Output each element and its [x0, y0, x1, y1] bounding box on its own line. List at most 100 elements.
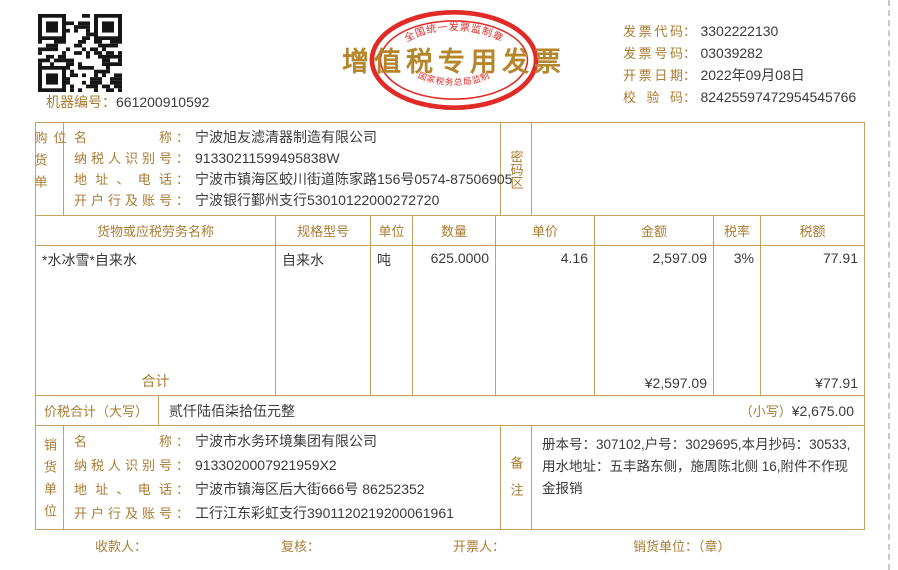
colon: ：: [683, 90, 697, 105]
machine-number-colon: ：: [102, 94, 116, 110]
buyer-bank-value: 宁波银行鄞州支行53010122000272720: [195, 192, 440, 208]
qr-code: [38, 14, 122, 92]
buyer-side-label: 购货单位: [33, 123, 67, 215]
col-header-goods-name: 货物或应税劳务名称: [36, 216, 276, 245]
items-table-body: *水冰雪*自来水 合计 自来水 吨 625.0000 4.16 2,597.09…: [36, 246, 864, 396]
seller-bank-row: 开户行及账号： 工行江东彩虹支行3901120219200061961: [74, 505, 490, 522]
grand-total-row: 价税合计（大写） 贰仟陆佰柒拾伍元整 （小写）¥2,675.00: [36, 396, 864, 426]
tax-supervision-stamp-icon: 全国统一发票监制章 国家税务总局监制: [369, 9, 539, 111]
invoice-title: 增值税专用发票: [342, 47, 566, 77]
col-header-spec: 规格型号: [276, 216, 371, 245]
remarks-text: 册本号：307102,户号：3029695,本月抄码：30533,用水地址：五丰…: [542, 437, 851, 496]
buyer-bank-label: 开户行及账号: [74, 193, 172, 208]
seller-taxid-value: 9133020007921959X2: [195, 457, 337, 474]
total-row-label: 合计: [141, 373, 170, 389]
invoice-date-row: 开票日期： 2022年09月08日: [623, 64, 856, 86]
colon: ：: [176, 172, 190, 187]
small-figures-value: ¥2,675.00: [791, 403, 854, 419]
seller-address-value: 宁波市镇海区后大街666号 86252352: [195, 480, 425, 497]
item-name: *水冰雪*自来水: [42, 252, 137, 268]
invoice-body: 购货单位 名称：宁波旭友滤清器制造有限公司 纳税人识别号： 91330211599…: [33, 122, 865, 530]
invoice-code-value: 3302222130: [700, 23, 779, 39]
col-header-unit-price: 单价: [496, 216, 595, 245]
items-table-header: 货物或应税劳务名称 规格型号 单位 数量 单价 金额 税率 税额: [36, 216, 864, 246]
buyer-name-row: 名称 ： 宁波旭友滤清器制造有限公司: [74, 129, 490, 146]
seller-seal-label: 销货单位：（章）: [633, 539, 731, 554]
small-figures-label: （小写）: [739, 404, 792, 419]
buyer-taxid-row: 纳税人识别号 ： 91330211599495838W: [74, 150, 490, 167]
item-amount: 2,597.09: [652, 250, 708, 266]
cell-spec: 自来水: [276, 246, 371, 395]
grand-total-label: 价税合计（大写）: [36, 396, 159, 425]
buyer-taxid-label: 纳税人识别号: [74, 151, 172, 166]
item-unit-price: 4.16: [560, 250, 588, 266]
cell-goods-name: *水冰雪*自来水 合计: [36, 246, 276, 395]
colon: ：: [176, 193, 190, 208]
check-code-row: 校验码： 82425597472954545766: [623, 86, 856, 108]
buyer-name-value: 宁波旭友滤清器制造有限公司: [195, 129, 378, 145]
item-unit: 吨: [377, 252, 391, 268]
buyer-details: 名称 ： 宁波旭友滤清器制造有限公司 纳税人识别号 ： 9133021159949583…: [64, 123, 512, 215]
machine-number: 机器编号：661200910592: [46, 92, 209, 112]
seller-name-value: 宁波市水务环境集团有限公司: [195, 433, 378, 450]
invoice-number-label: 发票号码: [623, 45, 683, 61]
machine-number-value: 661200910592: [116, 94, 210, 110]
invoice-meta: 发票代码： 3302222130 发票号码： 03039282 开票日期： 20…: [623, 20, 856, 108]
colon: ：: [176, 505, 190, 521]
item-spec: 自来水: [282, 252, 324, 268]
total-amount: ¥2,597.09: [644, 375, 707, 391]
col-header-amount: 金额: [595, 216, 714, 245]
seller-bank-label: 开户行及账号: [74, 505, 172, 521]
total-tax-amount: ¥77.91: [815, 375, 858, 391]
password-area: [532, 123, 864, 215]
buyer-bank-row: 开户行及账号 ： 宁波银行鄞州支行53010122000272720: [74, 192, 490, 209]
seller-address-row: 地址、电话： 宁波市镇海区后大街666号 86252352: [74, 481, 490, 498]
item-tax-rate: 3%: [733, 250, 754, 266]
cell-unit-price: 4.16: [496, 246, 595, 395]
invoice-code-label: 发票代码: [623, 23, 683, 39]
seller-taxid-row: 纳税人识别号： 9133020007921959X2: [74, 457, 490, 474]
invoice-code-row: 发票代码： 3302222130: [623, 20, 856, 42]
cell-unit: 吨: [371, 246, 413, 395]
payee-label: 收款人：: [95, 539, 148, 554]
buyer-address-row: 地址、电话 ： 宁波市镇海区蛟川街道陈家路156号0574-87506905: [74, 171, 512, 188]
colon: ：: [683, 68, 697, 83]
colon: ：: [176, 130, 190, 145]
grand-total-in-words: 贰仟陆佰柒拾伍元整: [169, 402, 295, 419]
cell-tax-rate: 3%: [714, 246, 761, 395]
cell-amount: 2,597.09 ¥2,597.09: [595, 246, 714, 395]
signature-row: 收款人： 复核： 开票人： 销货单位：（章）: [35, 536, 865, 560]
col-header-quantity: 数量: [413, 216, 496, 245]
invoice-date-label: 开票日期: [623, 67, 683, 83]
buyer-address-value: 宁波市镇海区蛟川街道陈家路156号0574-87506905: [195, 171, 513, 187]
invoice-number-value: 03039282: [700, 45, 763, 61]
page-cut-dashed-line: [888, 0, 890, 570]
buyer-section: 购货单位 名称 ： 宁波旭友滤清器制造有限公司 纳税人识别号 ： 91330211599…: [33, 123, 864, 216]
seller-name-label: 名称: [74, 434, 172, 450]
grand-total-numeric: （小写）¥2,675.00: [740, 401, 854, 420]
invoice-date-value: 2022年09月08日: [700, 67, 805, 83]
buyer-name-label: 名称: [74, 130, 172, 145]
reviewer-label: 复核：: [281, 539, 321, 554]
col-header-tax-rate: 税率: [714, 216, 761, 245]
seller-taxid-label: 纳税人识别号: [74, 458, 172, 474]
buyer-address-label: 地址、电话: [74, 172, 172, 187]
cell-quantity: 625.0000: [413, 246, 496, 395]
grand-total-content: 贰仟陆佰柒拾伍元整 （小写）¥2,675.00: [159, 396, 864, 425]
item-quantity: 625.0000: [430, 250, 489, 266]
colon: ：: [683, 46, 697, 61]
seller-address-label: 地址、电话: [74, 481, 172, 497]
check-code-label: 校验码: [623, 89, 683, 105]
colon: ：: [176, 458, 190, 474]
seller-section: 销货单位 名称：宁波市水务环境集团有限公司 纳税人识别号： 91330200079…: [36, 426, 864, 529]
seller-details: 名称：宁波市水务环境集团有限公司 纳税人识别号： 9133020007921959…: [64, 426, 501, 529]
colon: ：: [176, 151, 190, 166]
item-tax-amount: 77.91: [822, 250, 858, 266]
colon: ：: [176, 434, 190, 450]
check-code-value: 82425597472954545766: [700, 89, 857, 105]
seller-bank-value: 工行江东彩虹支行3901120219200061961: [195, 504, 454, 521]
seller-side-label: 销货单位: [36, 426, 64, 529]
col-header-tax-amount: 税额: [799, 224, 826, 239]
colon: ：: [176, 481, 190, 497]
